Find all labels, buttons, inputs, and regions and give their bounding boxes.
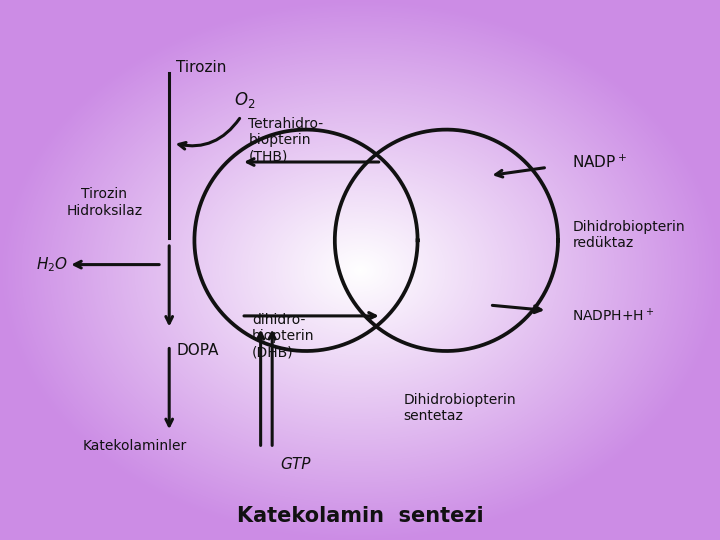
Text: Tetrahidro-
biopterin
(THB): Tetrahidro- biopterin (THB) [248, 117, 323, 164]
Text: Dihidrobiopterin
redüktaz: Dihidrobiopterin redüktaz [572, 220, 685, 250]
Text: NADPH+H$^+$: NADPH+H$^+$ [572, 307, 655, 325]
Text: Katekolamin  sentezi: Katekolamin sentezi [237, 505, 483, 526]
Text: NADP$^+$: NADP$^+$ [572, 153, 627, 171]
Text: Dihidrobiopterin
sentetaz: Dihidrobiopterin sentetaz [403, 393, 516, 423]
Text: GTP: GTP [281, 457, 311, 472]
Text: $O_2$: $O_2$ [234, 90, 256, 110]
Text: DOPA: DOPA [176, 343, 219, 358]
Text: Tirozin: Tirozin [176, 60, 227, 75]
Text: Katekolaminler: Katekolaminler [83, 438, 187, 453]
Text: dihidro-
biopterin
(DHB): dihidro- biopterin (DHB) [252, 313, 315, 360]
Text: $H_2O$: $H_2O$ [36, 255, 68, 274]
Text: Tirozin
Hidroksilaz: Tirozin Hidroksilaz [66, 187, 143, 218]
